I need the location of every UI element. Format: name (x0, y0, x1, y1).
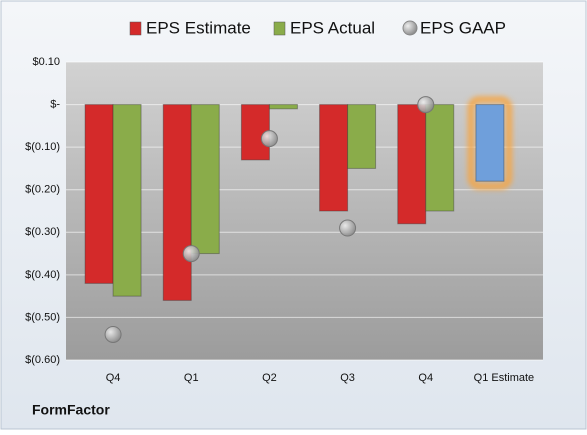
gaap-marker (260, 130, 278, 148)
y-tick-label: $(0.40) (25, 269, 60, 281)
legend-marker (129, 21, 142, 36)
legend-label: EPS Actual (290, 18, 375, 37)
gaap-marker (417, 96, 435, 114)
x-tick-label: Q1 (184, 372, 199, 384)
x-tick-label: Q2 (262, 372, 277, 384)
bar (425, 104, 455, 212)
legend-label: EPS GAAP (420, 18, 506, 37)
gaap-marker (339, 219, 357, 237)
bar (475, 104, 505, 182)
x-tick-label: Q3 (340, 372, 355, 384)
highlight-glow (467, 96, 512, 190)
x-tick-label: Q4 (106, 372, 121, 384)
y-tick-label: $- (50, 98, 60, 110)
legend-label: EPS Estimate (146, 18, 251, 37)
plot-area (66, 62, 543, 360)
y-tick-label: $(0.30) (25, 226, 60, 238)
bar (190, 104, 220, 255)
bar (112, 104, 142, 297)
bar (347, 104, 377, 169)
x-tick-label: Q4 (418, 372, 433, 384)
bar (397, 104, 427, 225)
x-tick-label: Q1 Estimate (474, 372, 535, 384)
y-tick-label: $(0.60) (25, 354, 60, 366)
y-tick-label: $0.10 (32, 56, 60, 68)
legend-marker (402, 20, 418, 36)
y-tick-label: $(0.50) (25, 311, 60, 323)
bar (84, 104, 114, 284)
bar (268, 104, 298, 110)
legend-marker (273, 21, 286, 36)
bar (162, 104, 192, 301)
gaap-marker (182, 245, 200, 263)
bar (319, 104, 349, 212)
y-tick-label: $(0.20) (25, 184, 60, 196)
y-tick-label: $(0.10) (25, 141, 60, 153)
source-label: FormFactor (32, 402, 110, 418)
gaap-marker (104, 325, 122, 343)
